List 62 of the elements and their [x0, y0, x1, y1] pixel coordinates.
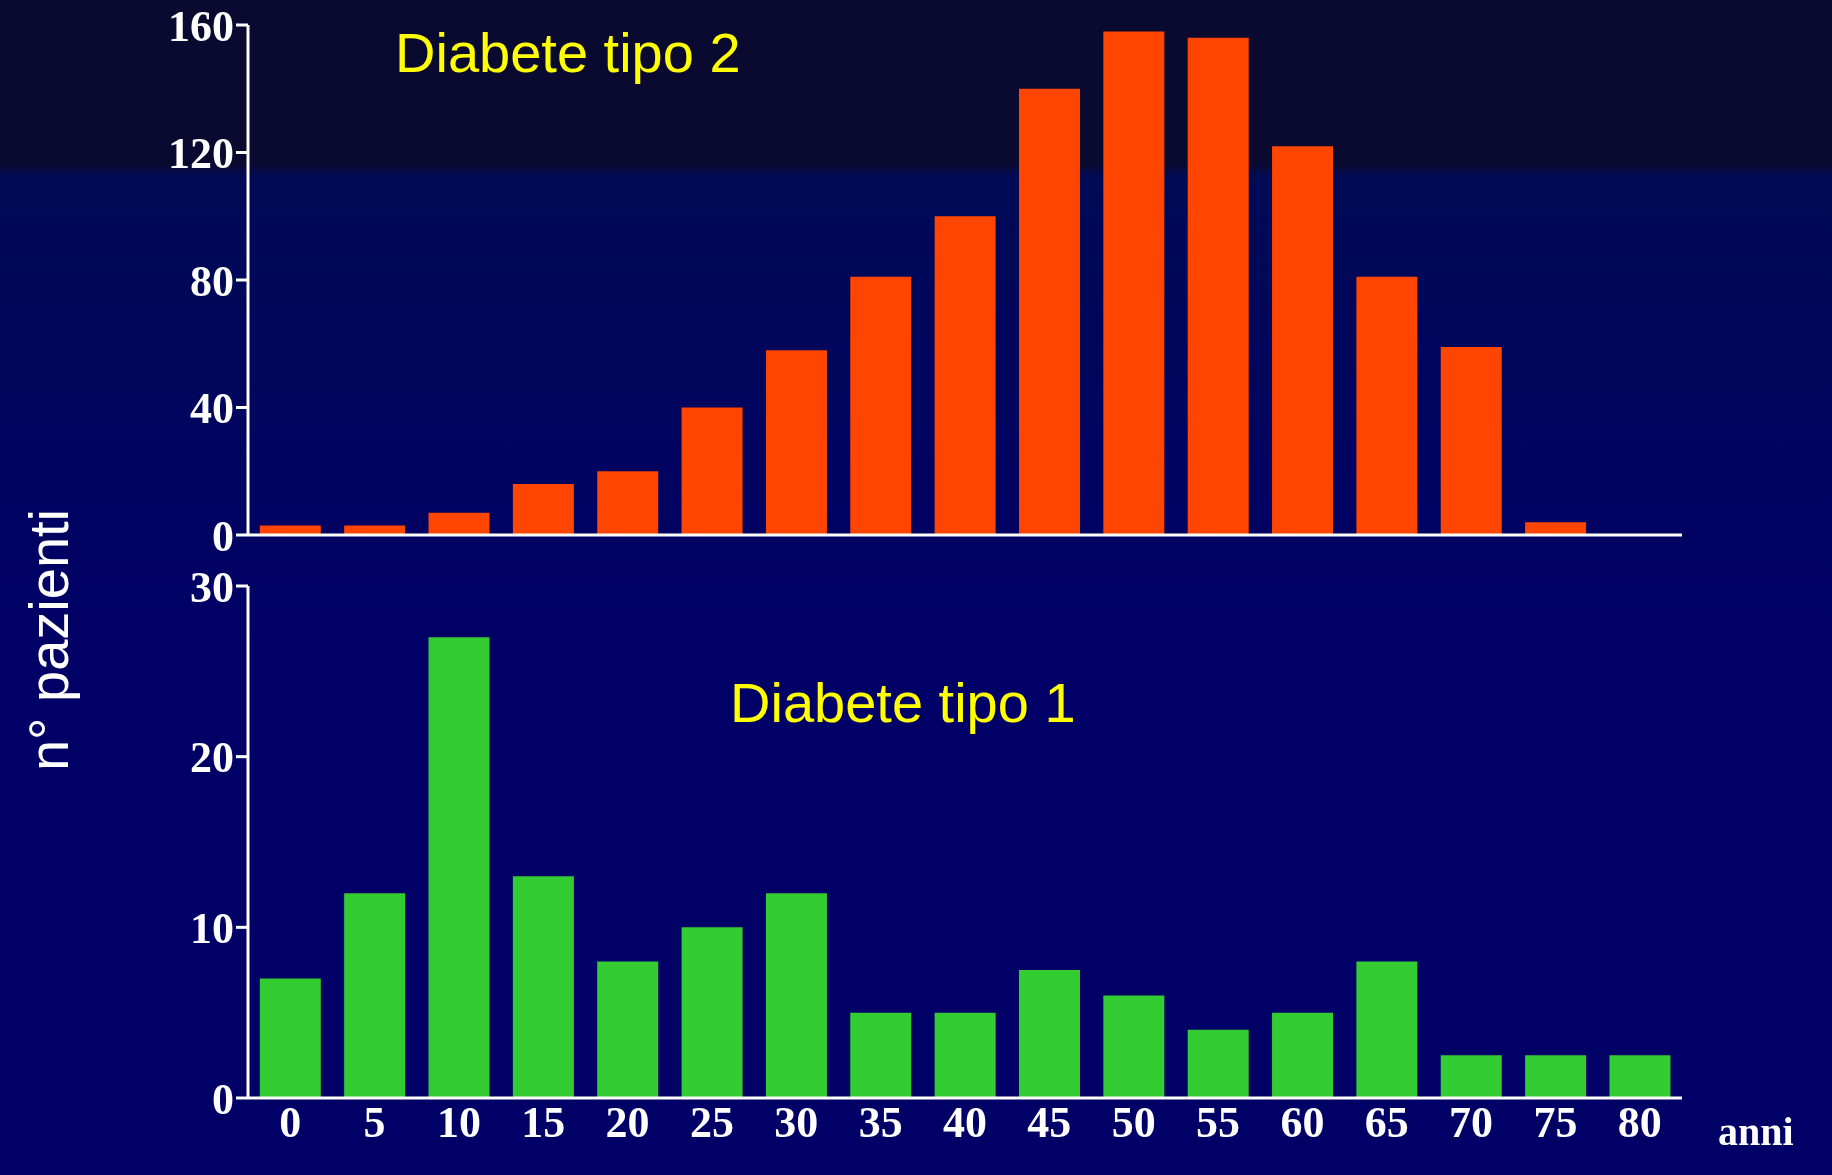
y-tick-label: 20 [190, 733, 234, 783]
bar [681, 407, 743, 535]
x-tick-label: 0 [279, 1098, 302, 1148]
y-tick-label: 160 [168, 1, 234, 51]
x-tick-label: 35 [858, 1098, 903, 1148]
x-tick-label: 25 [689, 1098, 734, 1148]
bar [1018, 88, 1080, 535]
bar [428, 637, 490, 1098]
annotation: Diabete tipo 2 [395, 20, 741, 85]
x-tick-label: 15 [521, 1098, 566, 1148]
bar [1187, 37, 1249, 535]
bar [765, 893, 827, 1098]
bar [934, 216, 996, 535]
x-tick-label: 50 [1111, 1098, 1156, 1148]
bar [1440, 346, 1502, 535]
bar [512, 876, 574, 1098]
bar [1103, 31, 1165, 535]
bar [344, 893, 406, 1098]
x-axis-title: anni [1718, 1108, 1794, 1155]
x-tick-label: 75 [1533, 1098, 1578, 1148]
bar [1440, 1055, 1502, 1098]
bar [765, 350, 827, 535]
x-tick-label: 20 [605, 1098, 650, 1148]
x-tick-label: 40 [943, 1098, 987, 1148]
x-tick-label: 30 [774, 1098, 819, 1148]
bar [1272, 1012, 1334, 1098]
y-tick-label: 30 [190, 562, 234, 612]
y-tick-label: 40 [190, 384, 234, 434]
annotation: Diabete tipo 1 [730, 670, 1076, 735]
bar [1356, 276, 1418, 535]
bar [1609, 1055, 1671, 1098]
bar [428, 512, 490, 535]
x-tick-label: 10 [436, 1098, 481, 1148]
bar [850, 276, 912, 535]
bar [1187, 1029, 1249, 1098]
x-tick-label: 5 [363, 1098, 386, 1148]
x-tick-label: 80 [1617, 1098, 1662, 1148]
bar [1272, 146, 1334, 535]
bar [1103, 995, 1165, 1098]
bar [597, 471, 659, 535]
bar [1525, 1055, 1587, 1098]
x-tick-label: 65 [1364, 1098, 1409, 1148]
bar [850, 1012, 912, 1098]
x-tick-label: 70 [1449, 1098, 1494, 1148]
bar [1356, 961, 1418, 1098]
bar [681, 927, 743, 1098]
bar [1525, 522, 1587, 535]
y-tick-label: 120 [168, 129, 234, 179]
y-axis-title: n° pazienti [15, 508, 81, 772]
x-tick-label: 45 [1027, 1098, 1072, 1148]
bar [934, 1012, 996, 1098]
bar [344, 525, 406, 535]
bar [1018, 970, 1080, 1098]
y-tick-label: 80 [190, 256, 234, 306]
bar [259, 978, 321, 1098]
bar [512, 484, 574, 535]
y-tick-label: 0 [212, 511, 234, 561]
x-tick-label: 55 [1196, 1098, 1241, 1148]
bar [597, 961, 659, 1098]
x-tick-label: 60 [1280, 1098, 1325, 1148]
bar [259, 525, 321, 535]
y-tick-label: 10 [190, 903, 234, 953]
